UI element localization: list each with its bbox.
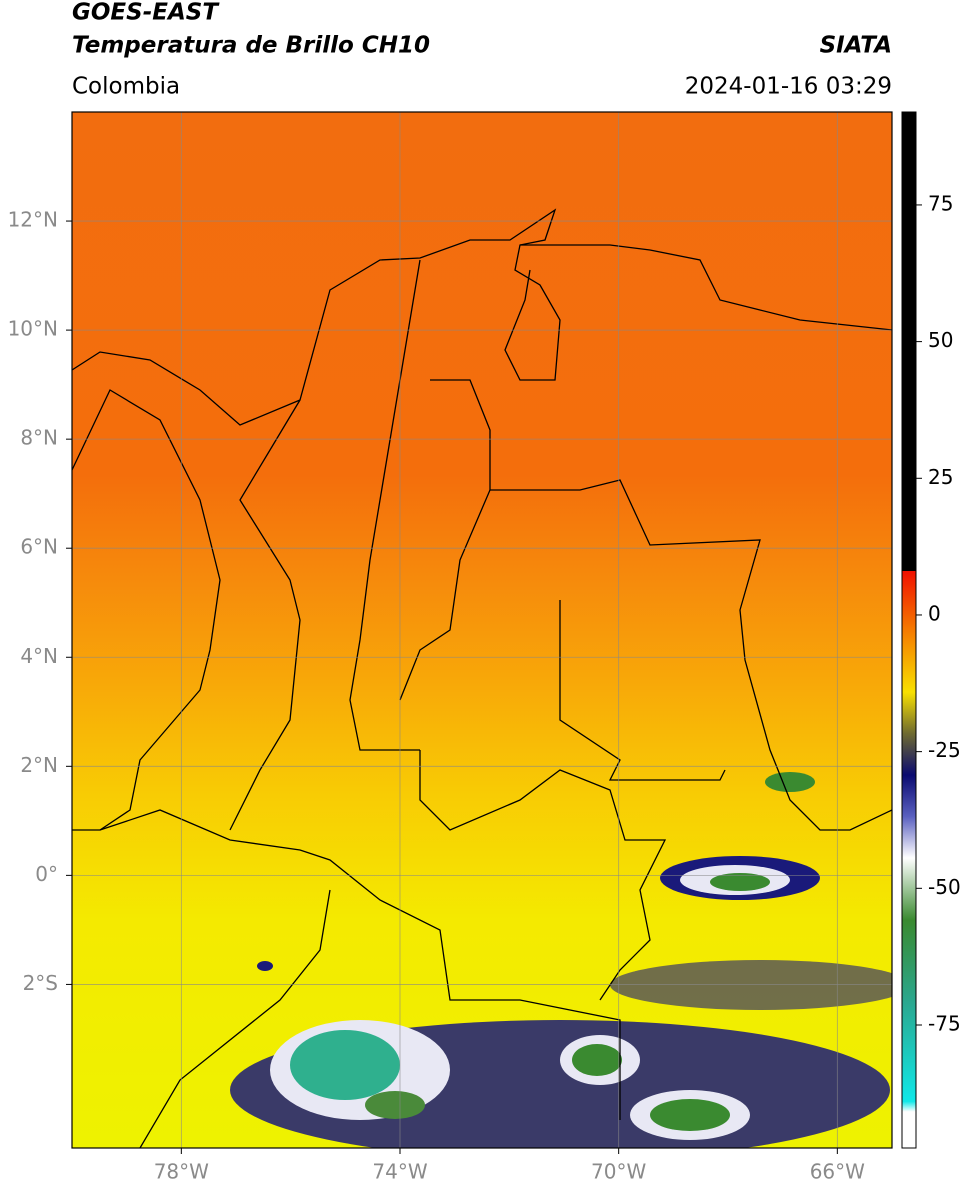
y-tick-label: 2°N xyxy=(20,753,58,777)
y-tick-label: 4°N xyxy=(20,644,58,668)
colorbar-tick-label: -50 xyxy=(928,875,961,899)
map-frame xyxy=(71,111,893,1149)
colorbar-tick-label: 25 xyxy=(928,465,953,489)
x-tick-label: 66°W xyxy=(810,1160,865,1184)
colorbar-tick-label: -75 xyxy=(928,1011,961,1035)
x-tick-label: 74°W xyxy=(372,1160,427,1184)
y-tick-label: 8°N xyxy=(20,426,58,450)
colorbar-tick-label: -25 xyxy=(928,738,961,762)
y-tick-label: 10°N xyxy=(8,317,58,341)
map-area xyxy=(72,112,892,1148)
x-tick-label: 78°W xyxy=(154,1160,209,1184)
graticule xyxy=(72,112,892,1148)
y-tick-label: 6°N xyxy=(20,535,58,559)
subtitle: Temperatura de Brillo CH10 xyxy=(72,33,430,59)
colorbar-tick-label: 0 xyxy=(928,601,941,625)
datetime: 2024-01-16 03:29 xyxy=(685,74,892,100)
region: Colombia xyxy=(72,74,180,100)
x-tick-label: 70°W xyxy=(591,1160,646,1184)
source: SIATA xyxy=(820,33,892,59)
y-tick-label: 12°N xyxy=(8,208,58,232)
colorbar-tick-label: 50 xyxy=(928,328,953,352)
colorbar xyxy=(901,111,917,1149)
title: GOES-EAST xyxy=(72,0,220,26)
y-tick-label: 0° xyxy=(35,862,58,886)
y-tick-label: 2°S xyxy=(23,971,58,995)
borders xyxy=(72,208,892,1148)
cloud-tops xyxy=(230,772,892,1148)
colorbar-tick-label: 75 xyxy=(928,191,953,215)
